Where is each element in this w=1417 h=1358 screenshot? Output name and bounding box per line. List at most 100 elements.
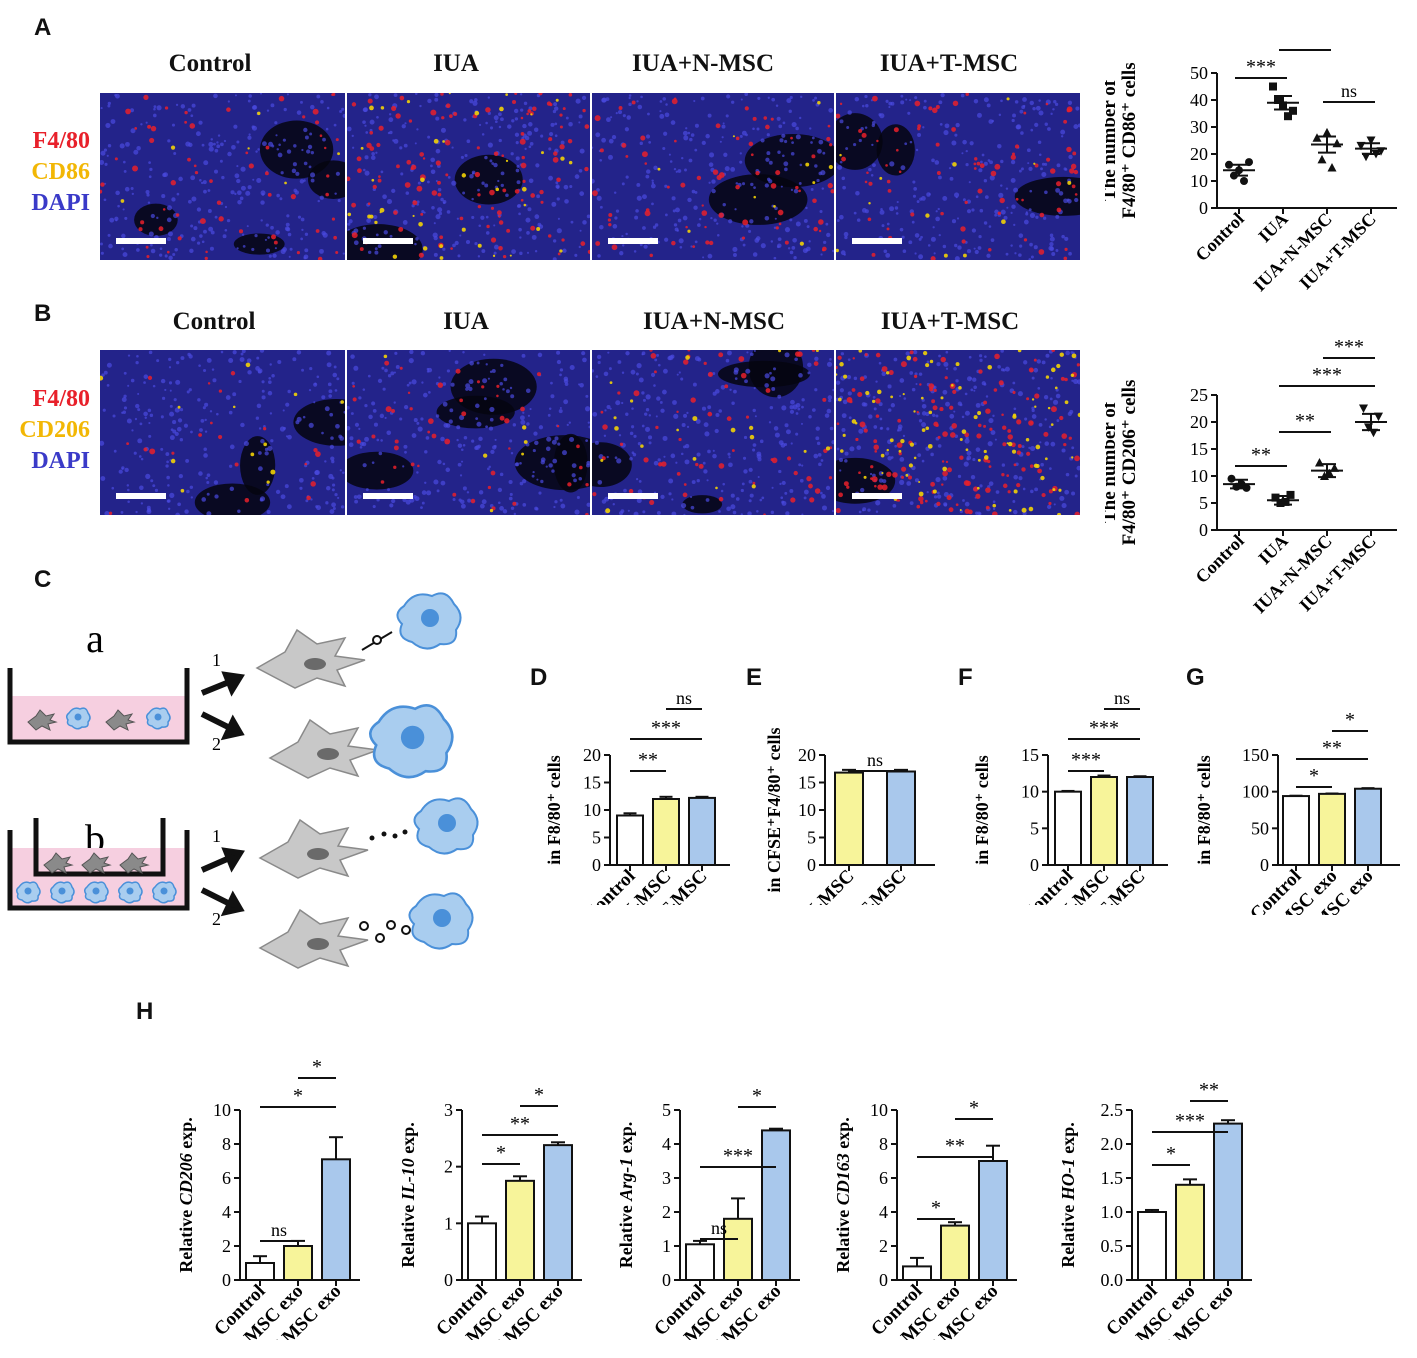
y-axis-label: Relative CD206 exp. — [176, 1117, 196, 1273]
panel-label-h: H — [136, 998, 154, 1025]
y-tick-label: 15 — [583, 773, 601, 793]
significance-label: ns — [1114, 688, 1130, 708]
y-axis-label: in CFSE⁺F4/80⁺ cells — [764, 727, 784, 892]
data-point — [1276, 499, 1285, 507]
stain-label: F4/80 — [32, 128, 90, 154]
significance-label: *** — [651, 717, 681, 739]
y-tick-label: 8 — [222, 1134, 231, 1154]
y-tick-label: 2.5 — [1101, 1100, 1124, 1120]
micrograph-image — [100, 350, 345, 515]
group-title: IUA+N-MSC — [642, 308, 786, 335]
y-tick-label: 10 — [1021, 782, 1039, 802]
group-title: IUA+T-MSC — [879, 50, 1019, 77]
panel-label-c: C — [34, 566, 52, 593]
bar — [467, 1222, 497, 1281]
y-tick-label: 50 — [1251, 818, 1269, 838]
y-tick-label: 1.5 — [1101, 1168, 1124, 1188]
data-point — [1274, 96, 1282, 104]
significance-label: * — [293, 1085, 303, 1107]
bar — [1090, 776, 1118, 866]
bar — [1137, 1211, 1167, 1281]
significance-label: ns — [711, 1218, 727, 1238]
bar — [723, 1217, 753, 1282]
y-tick-label: 1 — [444, 1213, 453, 1233]
y-tick-label: 30 — [1190, 117, 1208, 137]
significance-label: *** — [1334, 340, 1364, 358]
y-tick-label: 2 — [444, 1157, 453, 1177]
data-point — [1227, 474, 1236, 483]
bar — [978, 1160, 1008, 1281]
chart-a-scatter: 0 10 20 30 40 50 The number of F4/80⁺ CD86⁺ cel… — [1105, 40, 1397, 295]
y-tick-label: 20 — [1190, 412, 1208, 432]
data-point — [1359, 404, 1368, 413]
y-tick-label: 0 — [879, 1270, 888, 1290]
stain-legend: F4/80 CD206 DAPI — [10, 384, 90, 477]
bar — [616, 814, 644, 866]
y-axis-label: in F8/80⁺ cells — [972, 755, 992, 865]
chart-e: 0 5 10 15 20 MFI of CD206-PE in CFSE⁺F4/80⁺ ce… — [760, 727, 935, 905]
bar — [1282, 795, 1310, 866]
micrograph-image — [100, 93, 345, 260]
y-tick-label: 3 — [444, 1100, 453, 1120]
panel-label-a: A — [34, 14, 52, 41]
stain-label: DAPI — [31, 190, 90, 216]
y-tick-label: 0 — [1199, 198, 1208, 218]
significance-label: *** — [1246, 56, 1276, 78]
bar — [1354, 787, 1382, 866]
group-title: IUA+N-MSC — [631, 50, 775, 77]
significance-label: ** — [945, 1135, 965, 1157]
data-point — [1281, 497, 1290, 506]
significance-label: * — [312, 1056, 322, 1078]
group-title: Control — [168, 50, 252, 77]
y-tick-label: 25 — [1190, 385, 1208, 405]
y-axis-label: Relative Arg-1 exp. — [616, 1122, 636, 1269]
significance-label: *** — [1089, 717, 1119, 739]
stain-label: CD86 — [31, 159, 90, 185]
y-axis-label: in F8/80⁺ cells — [1194, 755, 1214, 865]
micrograph-image — [347, 350, 590, 515]
bar — [321, 1158, 351, 1281]
micrograph-image — [836, 93, 1080, 260]
data-point — [1240, 177, 1248, 185]
micrograph-image — [592, 350, 834, 515]
y-tick-label: 5 — [1199, 493, 1208, 513]
y-tick-label: 10 — [583, 800, 601, 820]
panel-label-e: E — [746, 664, 763, 691]
significance-label: *** — [1175, 1110, 1205, 1132]
y-tick-label: 0.5 — [1101, 1236, 1124, 1256]
y-axis-label: MFI of CD206-PE — [1190, 740, 1194, 881]
significance-label: ** — [1295, 410, 1315, 432]
y-tick-label: 0 — [592, 855, 601, 875]
y-tick-label: 0 — [222, 1270, 231, 1290]
y-tick-label: 10 — [1190, 171, 1208, 191]
y-tick-label: 0 — [807, 855, 816, 875]
arrow-label: 2 — [212, 909, 221, 929]
bar — [652, 798, 680, 866]
group-title: IUA — [433, 50, 479, 77]
y-tick-label: 0 — [662, 1270, 671, 1290]
y-tick-label: 1 — [662, 1236, 671, 1256]
x-tick-label: T-MSC — [854, 866, 911, 905]
y-axis-label: Relative CD163 exp. — [833, 1117, 853, 1273]
y-tick-label: 2.0 — [1101, 1134, 1124, 1154]
y-tick-label: 10 — [870, 1100, 888, 1120]
significance-label: ns — [1341, 81, 1357, 101]
y-axis-label: F4/80⁺ CD86⁺ cells — [1119, 62, 1140, 218]
significance-label: *** — [1071, 749, 1101, 771]
bar — [1318, 792, 1346, 866]
y-axis-label: The number of — [1105, 79, 1120, 201]
data-point — [1327, 163, 1337, 172]
micrograph-image — [592, 93, 834, 260]
data-point — [1225, 160, 1233, 169]
panel-label-g: G — [1186, 664, 1205, 691]
group-title: IUA — [443, 308, 489, 335]
significance-label: * — [534, 1084, 544, 1106]
panel-label-b: B — [34, 300, 52, 327]
data-point — [1366, 136, 1376, 145]
arrow-label: 1 — [212, 826, 221, 846]
